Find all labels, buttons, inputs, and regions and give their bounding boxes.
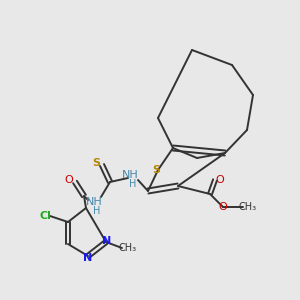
Text: N: N xyxy=(102,236,112,246)
Text: NH: NH xyxy=(85,197,102,207)
Text: H: H xyxy=(93,206,101,216)
Text: S: S xyxy=(92,158,100,168)
Text: O: O xyxy=(219,202,227,212)
Text: O: O xyxy=(216,175,224,185)
Text: O: O xyxy=(64,175,74,185)
Text: NH: NH xyxy=(122,170,138,180)
Text: S: S xyxy=(152,165,160,175)
Text: H: H xyxy=(129,179,137,189)
Text: CH₃: CH₃ xyxy=(239,202,257,212)
Text: CH₃: CH₃ xyxy=(119,243,137,253)
Text: N: N xyxy=(83,253,93,263)
Text: Cl: Cl xyxy=(39,211,51,221)
